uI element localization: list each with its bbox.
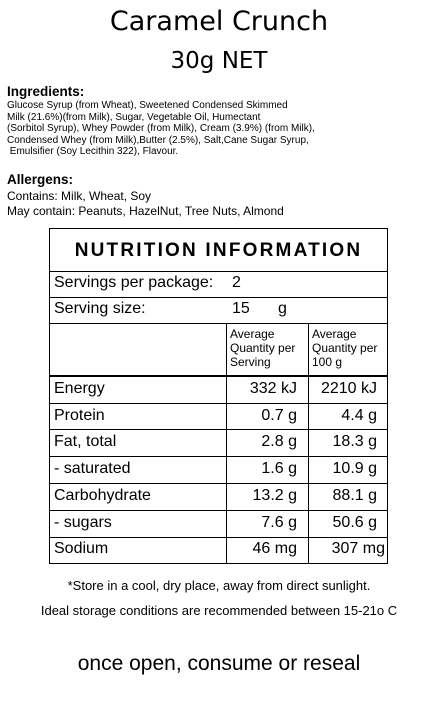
product-name: Caramel Crunch	[109, 6, 329, 37]
nutrient-name: Sodium	[54, 540, 109, 557]
ingredients-list: Glucose Syrup (from Wheat), Sweetened Co…	[7, 100, 427, 158]
serving-size-value: 15	[232, 300, 250, 317]
nutrient-per-100g: 2210 kJ	[320, 380, 377, 397]
allergens-contains: Contains: Milk, Wheat, Soy	[7, 189, 152, 203]
servings-value: 2	[232, 274, 241, 291]
nutrition-title: NUTRITION INFORMATION	[74, 240, 363, 261]
nutrient-per-100g: 307 mg	[331, 540, 385, 557]
nutrient-name: Carbohydrate	[54, 487, 151, 504]
ingredients-heading: Ingredients:	[7, 84, 85, 99]
nutrient-per-100g: 50.6 g	[332, 514, 377, 531]
divider	[50, 537, 387, 538]
nutrient-name: Protein	[54, 407, 105, 424]
nutrient-per-serving: 46 mg	[252, 540, 297, 557]
allergens-heading: Allergens:	[7, 172, 74, 187]
nutrient-per-serving: 7.6 g	[261, 514, 297, 531]
nutrient-name: - saturated	[54, 460, 131, 477]
ingredients-line: Glucose Syrup (from Wheat), Sweetened Co…	[7, 100, 288, 111]
divider	[50, 510, 387, 511]
nutrient-per-100g: 88.1 g	[332, 487, 377, 504]
nutrient-per-100g: 4.4 g	[341, 407, 377, 424]
ingredients-line: Condensed Whey (from Milk),Butter (2.5%)…	[7, 134, 309, 146]
nutrient-per-serving: 332 kJ	[249, 380, 297, 397]
col-header-per-100g: Average Quantity per 100 g	[312, 327, 378, 369]
nutrient-per-100g: 10.9 g	[332, 460, 377, 477]
serving-size-unit: g	[278, 300, 287, 317]
divider	[50, 456, 387, 457]
storage-note: *Store in a cool, dry place, away from d…	[67, 578, 371, 593]
nutrient-name: Fat, total	[54, 433, 117, 450]
ingredients-line: (Sorbitol Syrup), Whey Powder (from Milk…	[7, 123, 315, 135]
storage-conditions: Ideal storage conditions are recommended…	[40, 603, 398, 618]
allergens-may-contain: May contain: Peanuts, HazelNut, Tree Nut…	[7, 204, 284, 218]
nutrient-name: Energy	[54, 380, 105, 397]
divider	[50, 271, 387, 272]
divider	[50, 483, 387, 484]
nutrient-name: - sugars	[54, 514, 112, 531]
net-weight: 30g NET	[170, 48, 268, 74]
divider	[50, 403, 387, 404]
divider	[50, 297, 387, 298]
column-divider	[226, 324, 227, 563]
ingredients-line: Milk (21.6%)(from Milk), Sugar, Vegetabl…	[7, 111, 261, 123]
col-header-per-serving: Average Quantity per Serving	[230, 327, 296, 369]
nutrient-per-serving: 13.2 g	[252, 487, 297, 504]
column-divider	[308, 324, 309, 563]
divider	[50, 429, 387, 430]
nutrient-per-serving: 1.6 g	[261, 460, 297, 477]
serving-size-label: Serving size:	[54, 300, 146, 317]
reseal-instruction: once open, consume or reseal	[77, 652, 361, 675]
nutrient-per-serving: 0.7 g	[261, 407, 297, 424]
ingredients-line: Emulsifier (Soy Lecithin 322), Flavour.	[7, 146, 179, 158]
nutrition-panel: NUTRITION INFORMATION Servings per packa…	[49, 228, 388, 564]
divider	[50, 323, 387, 324]
nutrient-per-100g: 18.3 g	[332, 433, 377, 450]
divider	[50, 375, 387, 377]
nutrient-per-serving: 2.8 g	[261, 433, 297, 450]
servings-label: Servings per package:	[54, 274, 214, 291]
